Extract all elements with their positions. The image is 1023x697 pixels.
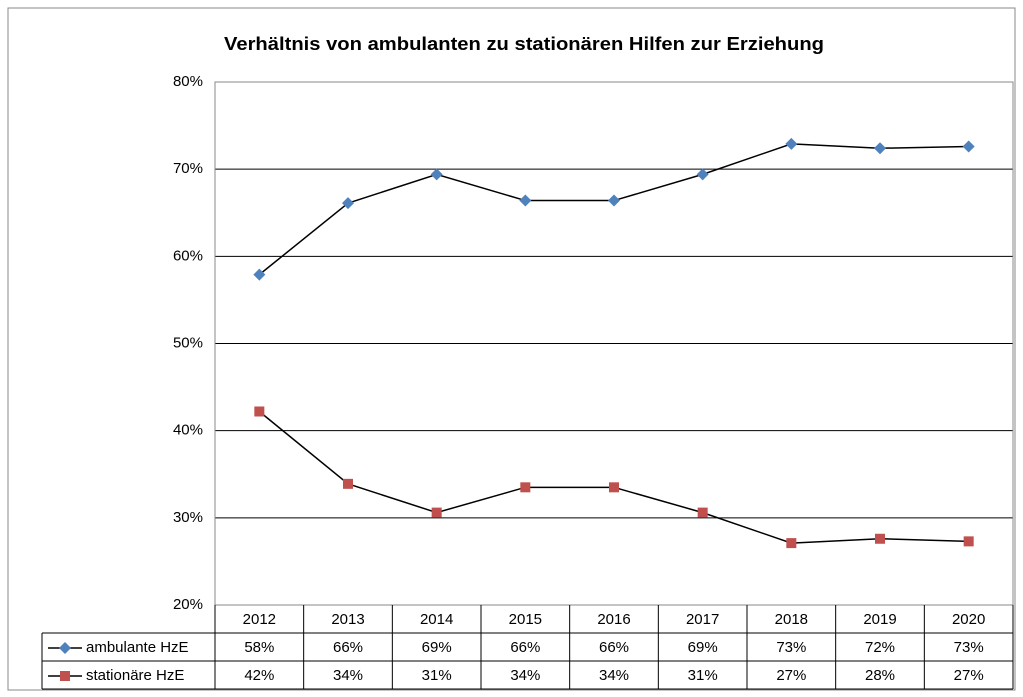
- marker: [519, 194, 532, 207]
- marker: [697, 507, 708, 518]
- y-tick-label: 60%: [173, 247, 203, 264]
- plot-border: [214, 81, 1014, 606]
- marker: [254, 406, 265, 417]
- table-value: 66%: [333, 639, 363, 656]
- x-tick-label: 2014: [420, 611, 453, 628]
- marker: [874, 142, 886, 155]
- marker: [785, 137, 798, 150]
- table-value: 69%: [688, 639, 718, 656]
- marker: [59, 642, 71, 654]
- y-tick-label: 30%: [173, 509, 203, 526]
- table-value: 27%: [954, 667, 984, 684]
- table-value: 27%: [776, 667, 806, 684]
- marker: [60, 671, 70, 681]
- marker: [253, 268, 266, 281]
- marker: [786, 538, 797, 549]
- table-value: 31%: [688, 667, 718, 684]
- marker: [342, 197, 354, 210]
- marker: [608, 194, 620, 207]
- x-tick-label: 2019: [863, 611, 896, 628]
- legend-label: stationäre HzE: [86, 667, 184, 684]
- x-tick-label: 2020: [952, 611, 985, 628]
- table-value: 66%: [510, 639, 540, 656]
- legend-label: ambulante HzE: [86, 639, 189, 656]
- marker: [609, 482, 619, 493]
- table-value: 69%: [422, 639, 452, 656]
- y-tick-label: 70%: [173, 160, 203, 177]
- y-tick-label: 50%: [173, 334, 203, 351]
- x-tick-label: 2018: [775, 611, 808, 628]
- table-value: 34%: [333, 667, 363, 684]
- table-value: 73%: [776, 639, 806, 656]
- x-tick-label: 2017: [686, 611, 719, 628]
- marker: [520, 482, 531, 493]
- marker: [962, 140, 975, 153]
- y-tick-label: 80%: [173, 73, 203, 90]
- x-tick-label: 2015: [509, 611, 542, 628]
- table-value: 72%: [865, 639, 895, 656]
- table-value: 42%: [244, 667, 274, 684]
- y-tick-label: 40%: [173, 422, 203, 439]
- marker: [343, 478, 353, 489]
- table-value: 34%: [599, 667, 629, 684]
- table-value: 28%: [865, 667, 895, 684]
- table-value: 31%: [422, 667, 452, 684]
- marker: [696, 168, 709, 181]
- marker: [875, 533, 885, 544]
- marker: [431, 507, 442, 518]
- x-tick-label: 2012: [243, 611, 276, 628]
- marker: [430, 168, 443, 181]
- table-value: 73%: [954, 639, 984, 656]
- table-value: 58%: [244, 639, 274, 656]
- chart-frame: [7, 7, 1016, 691]
- marker: [963, 536, 974, 547]
- chart-title: Verhältnis von ambulanten zu stationären…: [224, 34, 824, 54]
- x-tick-label: 2016: [597, 611, 630, 628]
- x-tick-label: 2013: [331, 611, 364, 628]
- y-tick-label: 20%: [173, 596, 203, 613]
- table-value: 66%: [599, 639, 629, 656]
- table-value: 34%: [510, 667, 540, 684]
